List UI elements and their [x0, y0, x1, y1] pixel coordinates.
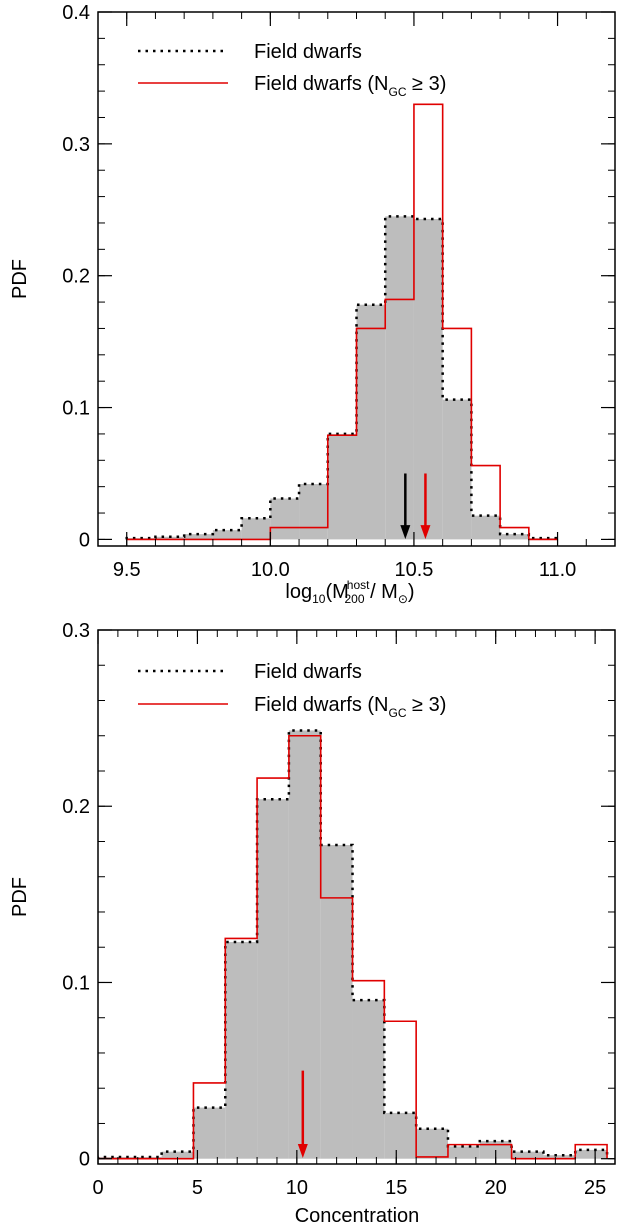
median-arrow-head — [420, 525, 431, 540]
bar-field-dwarfs — [327, 433, 357, 540]
bar-field-dwarfs — [320, 845, 353, 1159]
y-tick-label: 0.2 — [62, 266, 90, 288]
x-tick-label: 10 — [286, 1177, 308, 1199]
x-tick-label: 10.5 — [394, 559, 433, 581]
bar-field-dwarfs — [225, 941, 258, 1159]
y-tick-label: 0 — [79, 1149, 90, 1171]
x-tick-label: 15 — [385, 1177, 407, 1199]
y-tick-label: 0.4 — [62, 2, 90, 24]
y-tick-label: 0.1 — [62, 398, 90, 420]
x-tick-label: 11.0 — [539, 559, 576, 581]
plot-frame — [97, 629, 616, 1165]
bar-field-dwarfs — [442, 399, 472, 540]
x-tick-label: 10.0 — [251, 559, 290, 581]
legend-label-field-dwarfs: Field dwarfs — [254, 41, 362, 63]
bar-field-dwarfs — [447, 1146, 480, 1159]
bar-field-dwarfs — [511, 1151, 544, 1159]
bar-field-dwarfs — [385, 216, 414, 540]
y-axis-label: PDF — [9, 259, 31, 299]
bar-field-dwarfs — [257, 799, 289, 1159]
median-arrow-head — [297, 1143, 308, 1158]
y-tick-label: 0.2 — [62, 796, 90, 818]
bar-field-dwarfs — [575, 1149, 608, 1159]
concentration-histogram-panel: 0 5 10 15 20 25 0 0.1 0.2 0.3 Field dwarfs Field … — [9, 620, 616, 1227]
y-tick-label: 0.3 — [62, 134, 90, 156]
bar-field-dwarfs — [500, 534, 529, 540]
legend-label-field-dwarfs-ngc: Field dwarfs (NGC ≥ 3) — [254, 694, 446, 720]
median-arrow-head — [400, 525, 411, 540]
bar-field-dwarfs — [413, 219, 443, 540]
bar-field-dwarfs — [241, 518, 271, 540]
x-tick-label: 9.5 — [113, 559, 141, 581]
bar-field-dwarfs — [416, 1128, 448, 1159]
legend: Field dwarfs Field dwarfs (NGC ≥ 3) — [138, 41, 446, 99]
legend-label-field-dwarfs: Field dwarfs — [254, 661, 362, 683]
y-tick-label: 0 — [79, 529, 90, 551]
x-tick-label: 0 — [92, 1177, 103, 1199]
x-tick-label: 25 — [584, 1177, 606, 1199]
bar-field-dwarfs — [161, 1151, 194, 1159]
bar-field-dwarfs — [155, 536, 185, 540]
legend: Field dwarfs Field dwarfs (NGC ≥ 3) — [138, 661, 446, 720]
bar-field-dwarfs — [288, 730, 321, 1159]
y-tick-label: 0.3 — [62, 620, 90, 642]
step-line-field-dwarfs-ngc — [98, 734, 608, 1160]
x-axis-label: log10(Mhost 200 / M⊙) — [285, 578, 414, 606]
bar-field-dwarfs — [129, 1156, 162, 1159]
bar-field-dwarfs — [384, 1112, 417, 1159]
bar-field-dwarfs — [479, 1141, 512, 1159]
mass-histogram-panel: 9.5 10.0 10.5 11.0 0 0.1 0.2 0.3 0.4 Field dwarf… — [9, 2, 616, 606]
plot-frame — [97, 11, 616, 547]
legend-label-field-dwarfs-ngc: Field dwarfs (NGC ≥ 3) — [254, 73, 446, 99]
x-tick-label: 5 — [192, 1177, 203, 1199]
bar-field-dwarfs — [193, 1107, 226, 1159]
bar-field-dwarfs — [98, 1156, 130, 1159]
y-tick-label: 0.1 — [62, 972, 90, 994]
y-axis-label: PDF — [9, 877, 31, 917]
bar-field-dwarfs — [356, 304, 386, 540]
bar-field-dwarfs — [184, 534, 213, 540]
x-tick-label: 20 — [485, 1177, 507, 1199]
bar-field-dwarfs — [471, 515, 501, 540]
bar-field-dwarfs — [299, 484, 328, 540]
bar-field-dwarfs — [352, 1000, 385, 1159]
x-axis-label: Concentration — [295, 1205, 420, 1227]
bar-field-dwarfs — [543, 1155, 576, 1159]
step-line-field-dwarfs — [125, 215, 559, 540]
bar-field-dwarfs — [270, 498, 300, 540]
bar-field-dwarfs — [212, 530, 242, 540]
